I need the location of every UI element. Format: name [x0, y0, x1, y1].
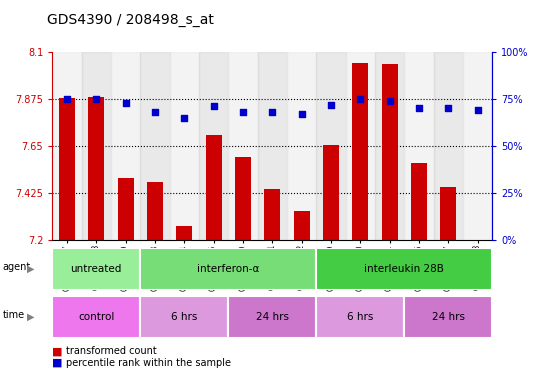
Point	[151, 109, 160, 115]
Text: transformed count: transformed count	[66, 346, 157, 356]
Text: untreated: untreated	[70, 264, 122, 274]
Text: percentile rank within the sample: percentile rank within the sample	[66, 358, 231, 368]
Bar	[81, 52, 111, 240]
Bar	[147, 182, 163, 240]
Bar	[345, 52, 375, 240]
Point	[473, 107, 482, 113]
Bar	[206, 136, 222, 240]
Text: 24 hrs: 24 hrs	[432, 312, 465, 322]
Bar	[228, 52, 257, 240]
Bar	[140, 248, 316, 290]
Bar	[316, 296, 404, 338]
Text: ■: ■	[52, 346, 63, 356]
Bar	[228, 296, 316, 338]
Bar	[52, 296, 140, 338]
Point	[297, 111, 306, 117]
Text: control: control	[78, 312, 114, 322]
Bar	[88, 97, 104, 240]
Point	[121, 99, 130, 106]
Bar	[463, 52, 492, 240]
Point	[239, 109, 248, 115]
Text: ▶: ▶	[26, 312, 34, 322]
Bar	[52, 52, 81, 240]
Bar	[169, 52, 199, 240]
Point	[444, 105, 453, 111]
Bar	[264, 189, 280, 240]
Bar	[411, 163, 427, 240]
Text: interferon-α: interferon-α	[197, 264, 260, 274]
Bar	[140, 52, 169, 240]
Point	[180, 115, 189, 121]
Bar	[140, 296, 228, 338]
Bar	[433, 52, 463, 240]
Bar	[235, 157, 251, 240]
Text: 6 hrs: 6 hrs	[347, 312, 373, 322]
Point	[63, 96, 72, 102]
Text: 24 hrs: 24 hrs	[256, 312, 289, 322]
Text: agent: agent	[3, 262, 31, 272]
Bar	[111, 52, 140, 240]
Text: 6 hrs: 6 hrs	[171, 312, 197, 322]
Point	[356, 96, 365, 102]
Bar	[176, 227, 192, 240]
Bar	[375, 52, 404, 240]
Bar	[404, 296, 492, 338]
Bar	[287, 52, 316, 240]
Bar	[323, 145, 339, 240]
Bar	[257, 52, 287, 240]
Bar	[440, 187, 456, 240]
Bar	[404, 52, 433, 240]
Point	[415, 105, 424, 111]
Text: interleukin 28B: interleukin 28B	[364, 264, 444, 274]
Bar	[352, 63, 368, 240]
Text: ▶: ▶	[26, 264, 34, 274]
Bar	[316, 248, 492, 290]
Text: GDS4390 / 208498_s_at: GDS4390 / 208498_s_at	[47, 13, 213, 27]
Point	[92, 96, 101, 102]
Bar	[316, 52, 345, 240]
Bar	[59, 98, 75, 240]
Bar	[52, 248, 140, 290]
Point	[268, 109, 277, 115]
Point	[209, 103, 218, 109]
Point	[385, 98, 394, 104]
Text: time: time	[3, 310, 25, 320]
Point	[327, 101, 336, 108]
Text: ■: ■	[52, 358, 63, 368]
Bar	[118, 178, 134, 240]
Bar	[294, 211, 310, 240]
Bar	[382, 65, 398, 240]
Bar	[199, 52, 228, 240]
